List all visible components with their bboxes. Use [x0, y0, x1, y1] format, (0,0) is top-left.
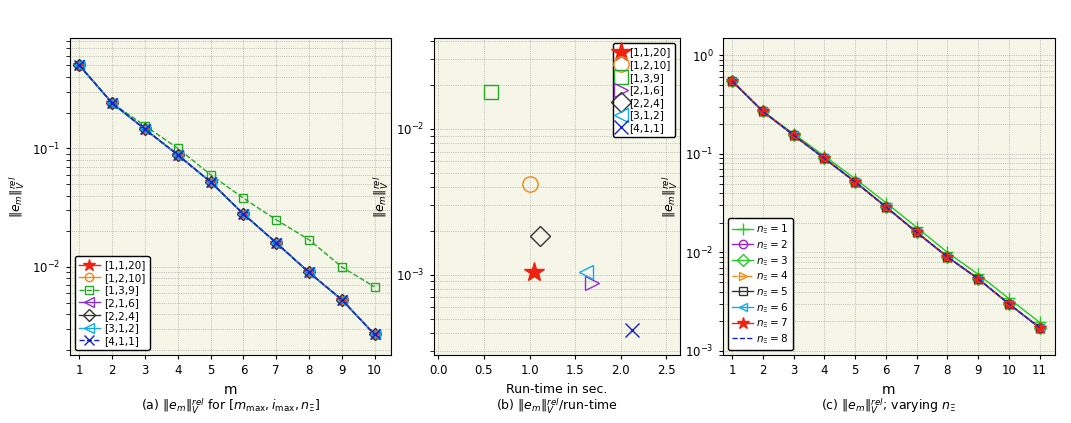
Legend: [1,1,20], [1,2,10], [1,3,9], [2,1,6], [2,2,4], [3,1,2], [4,1,1]: [1,1,20], [1,2,10], [1,3,9], [2,1,6], [2…	[613, 43, 675, 137]
X-axis label: Run-time in sec.: Run-time in sec.	[507, 383, 607, 396]
Y-axis label: $\|e_m\|_V^{rel}$: $\|e_m\|_V^{rel}$	[372, 176, 391, 218]
X-axis label: m: m	[224, 383, 237, 397]
Y-axis label: $\|e_m\|_V^{rel}$: $\|e_m\|_V^{rel}$	[661, 176, 680, 218]
Text: (a) $\|e_m\|_V^{rel}$ for $[m_{\max},i_{\max},n_\Xi]$: (a) $\|e_m\|_V^{rel}$ for $[m_{\max},i_{…	[140, 397, 320, 416]
Text: (b) $\|e_m\|_V^{rel}$/run-time: (b) $\|e_m\|_V^{rel}$/run-time	[496, 397, 618, 416]
X-axis label: m: m	[883, 383, 895, 397]
Text: (c) $\|e_m\|_V^{rel}$; varying $n_\Xi$: (c) $\|e_m\|_V^{rel}$; varying $n_\Xi$	[821, 397, 956, 416]
Legend: $n_\Xi=1$, $n_\Xi=2$, $n_\Xi=3$, $n_\Xi=4$, $n_\Xi=5$, $n_\Xi=6$, $n_\Xi=7$, $n_: $n_\Xi=1$, $n_\Xi=2$, $n_\Xi=3$, $n_\Xi=…	[728, 218, 793, 350]
Y-axis label: $\|e_m\|_V^{rel}$: $\|e_m\|_V^{rel}$	[7, 176, 27, 218]
Legend: [1,1,20], [1,2,10], [1,3,9], [2,1,6], [2,2,4], [3,1,2], [4,1,1]: [1,1,20], [1,2,10], [1,3,9], [2,1,6], [2…	[75, 256, 150, 350]
